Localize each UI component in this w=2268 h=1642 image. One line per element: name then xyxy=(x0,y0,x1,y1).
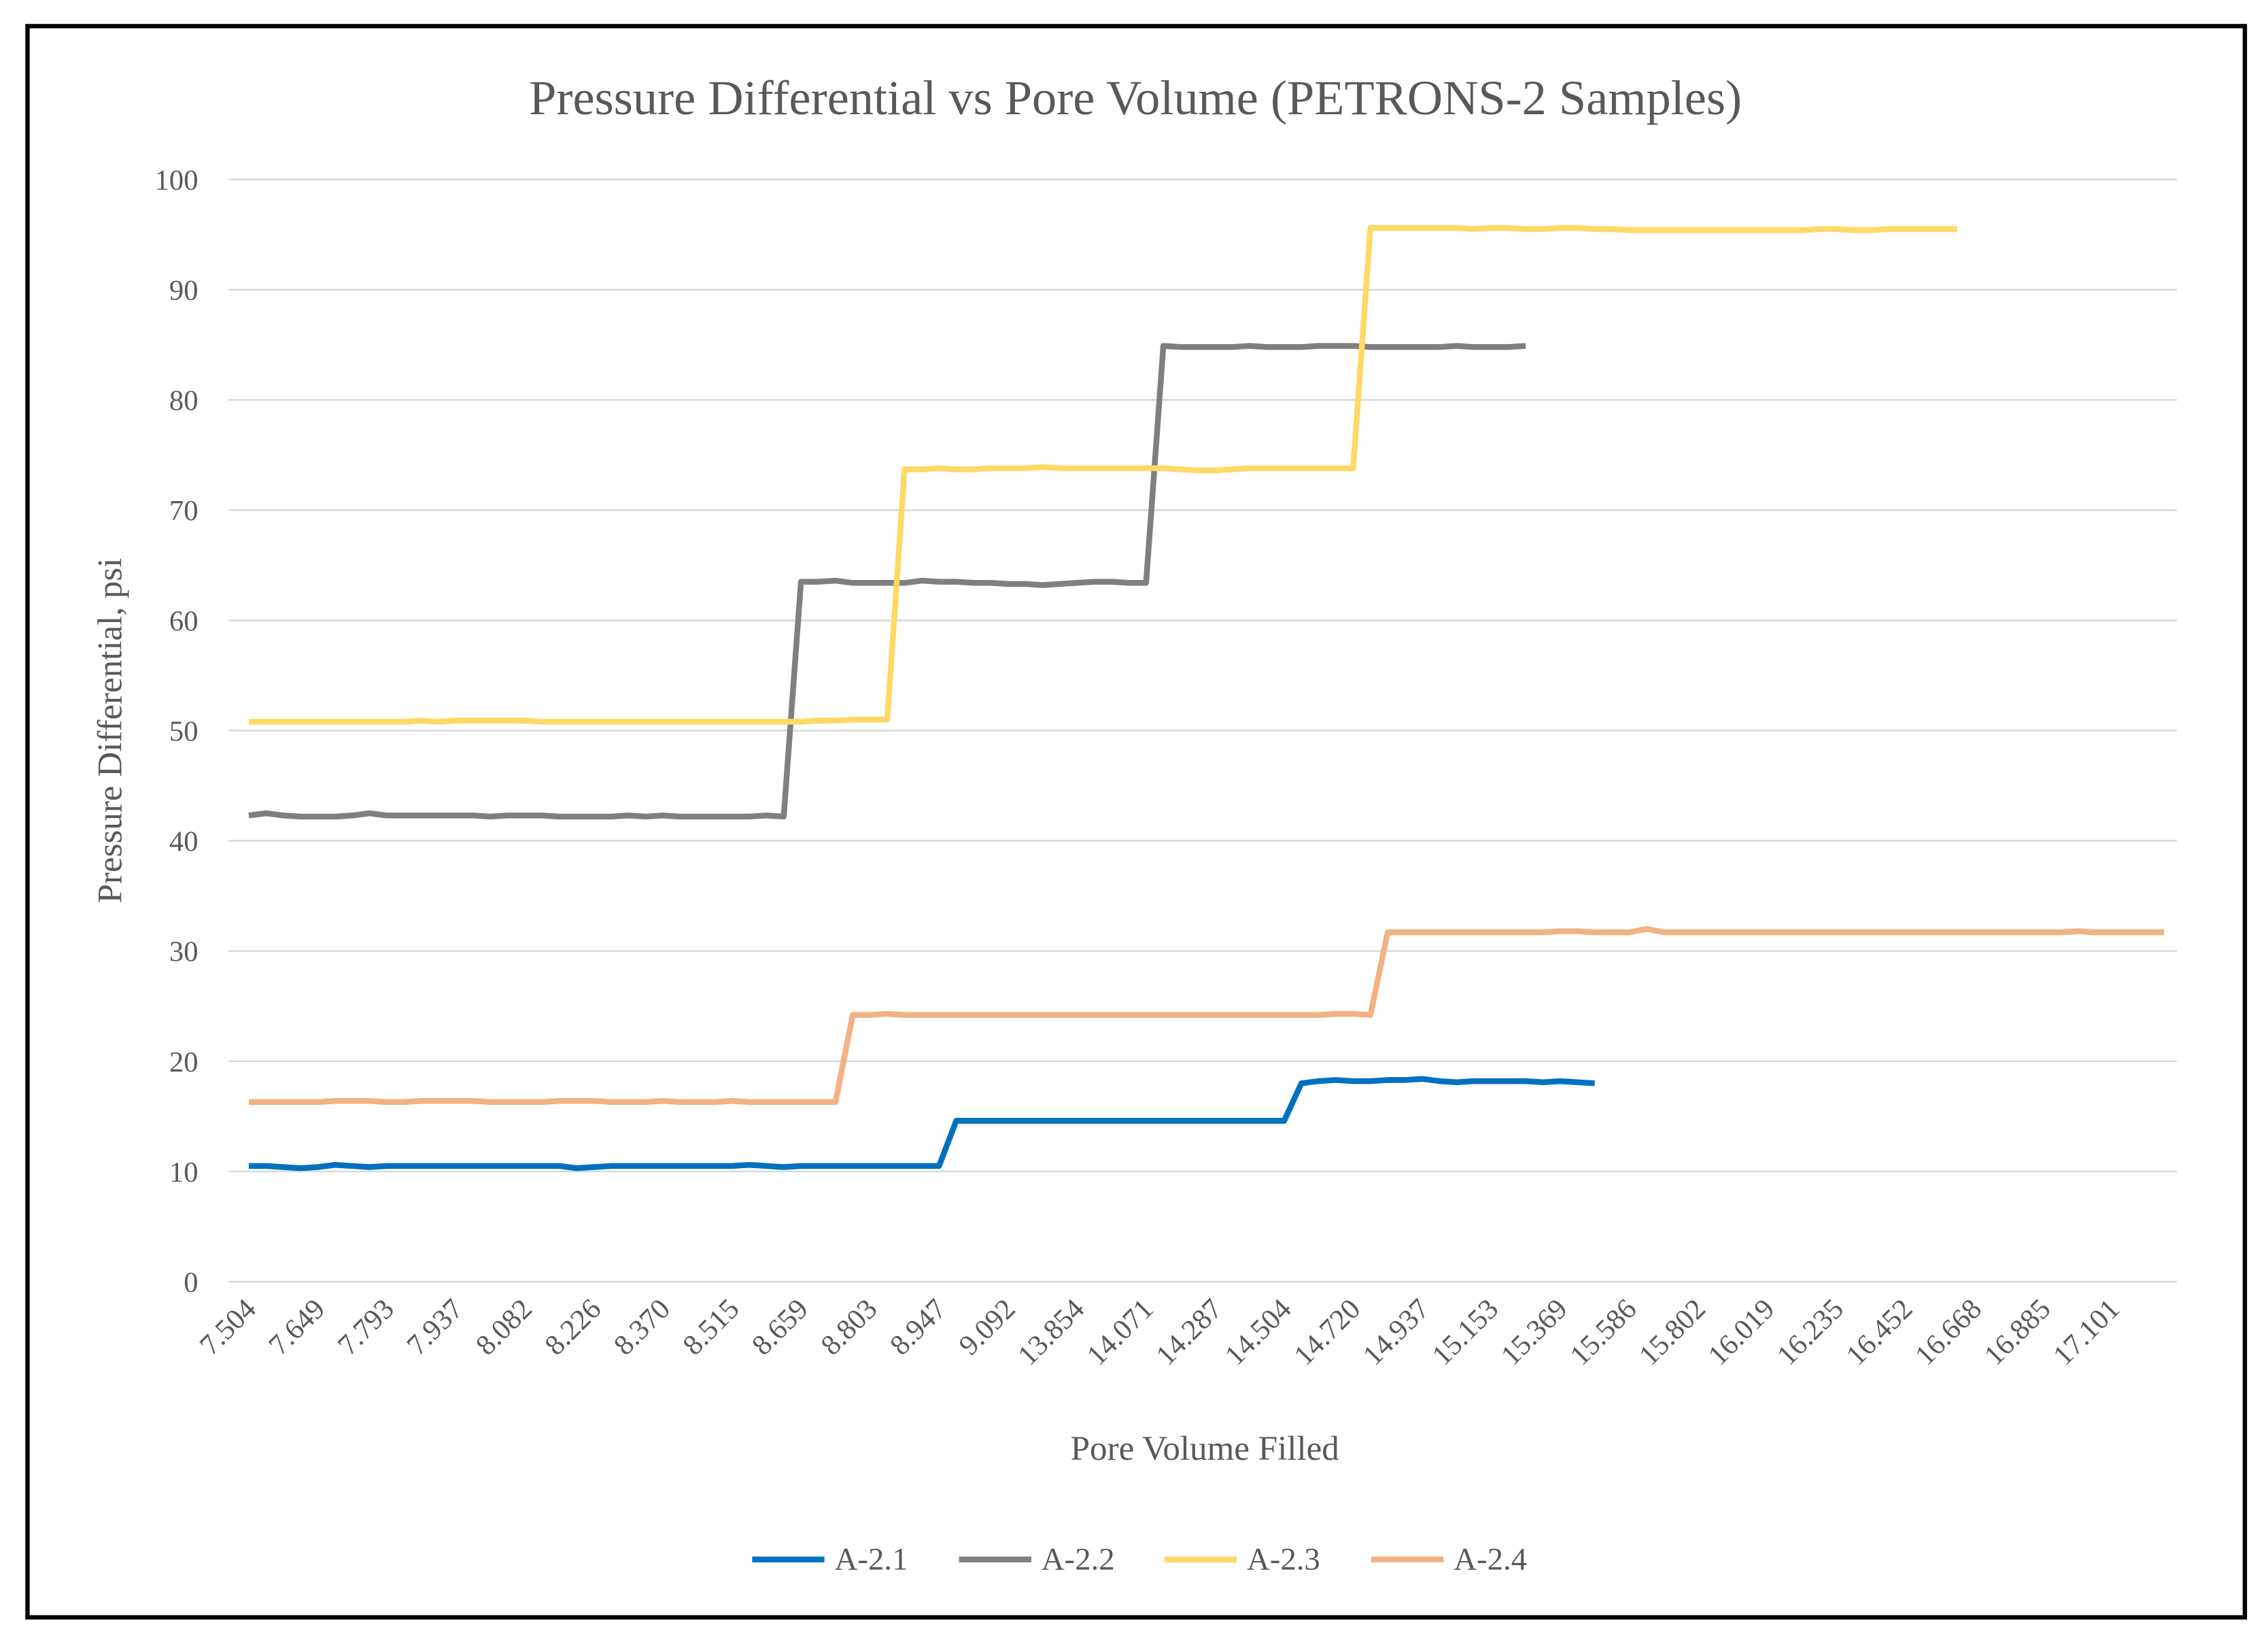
y-tick-label: 0 xyxy=(184,1267,198,1299)
y-tick-label: 100 xyxy=(155,165,199,196)
y-tick-label: 10 xyxy=(169,1157,199,1188)
y-tick-label: 30 xyxy=(169,936,199,968)
y-tick-label: 70 xyxy=(169,495,199,527)
chart-border xyxy=(25,24,2248,1620)
y-tick-label: 80 xyxy=(169,385,199,417)
y-tick-label: 40 xyxy=(169,826,199,858)
chart-title: Pressure Differential vs Pore Volume (PE… xyxy=(529,71,1742,125)
y-axis-title: Pressure Differential, psi xyxy=(91,558,130,904)
y-tick-label: 60 xyxy=(169,605,199,637)
legend-label: A-2.4 xyxy=(1454,1542,1527,1577)
legend-label: A-2.3 xyxy=(1247,1542,1320,1577)
series-line xyxy=(248,1076,1595,1171)
y-tick-label: 20 xyxy=(169,1046,199,1078)
series-line xyxy=(248,225,1957,725)
series-line xyxy=(248,926,2165,1106)
legend-label: A-2.1 xyxy=(835,1542,908,1577)
y-tick-label: 90 xyxy=(169,275,199,307)
x-axis-title: Pore Volume Filled xyxy=(1071,1429,1339,1468)
legend-label: A-2.2 xyxy=(1042,1542,1115,1577)
y-tick-label: 50 xyxy=(169,715,199,747)
series-line xyxy=(248,343,1526,820)
